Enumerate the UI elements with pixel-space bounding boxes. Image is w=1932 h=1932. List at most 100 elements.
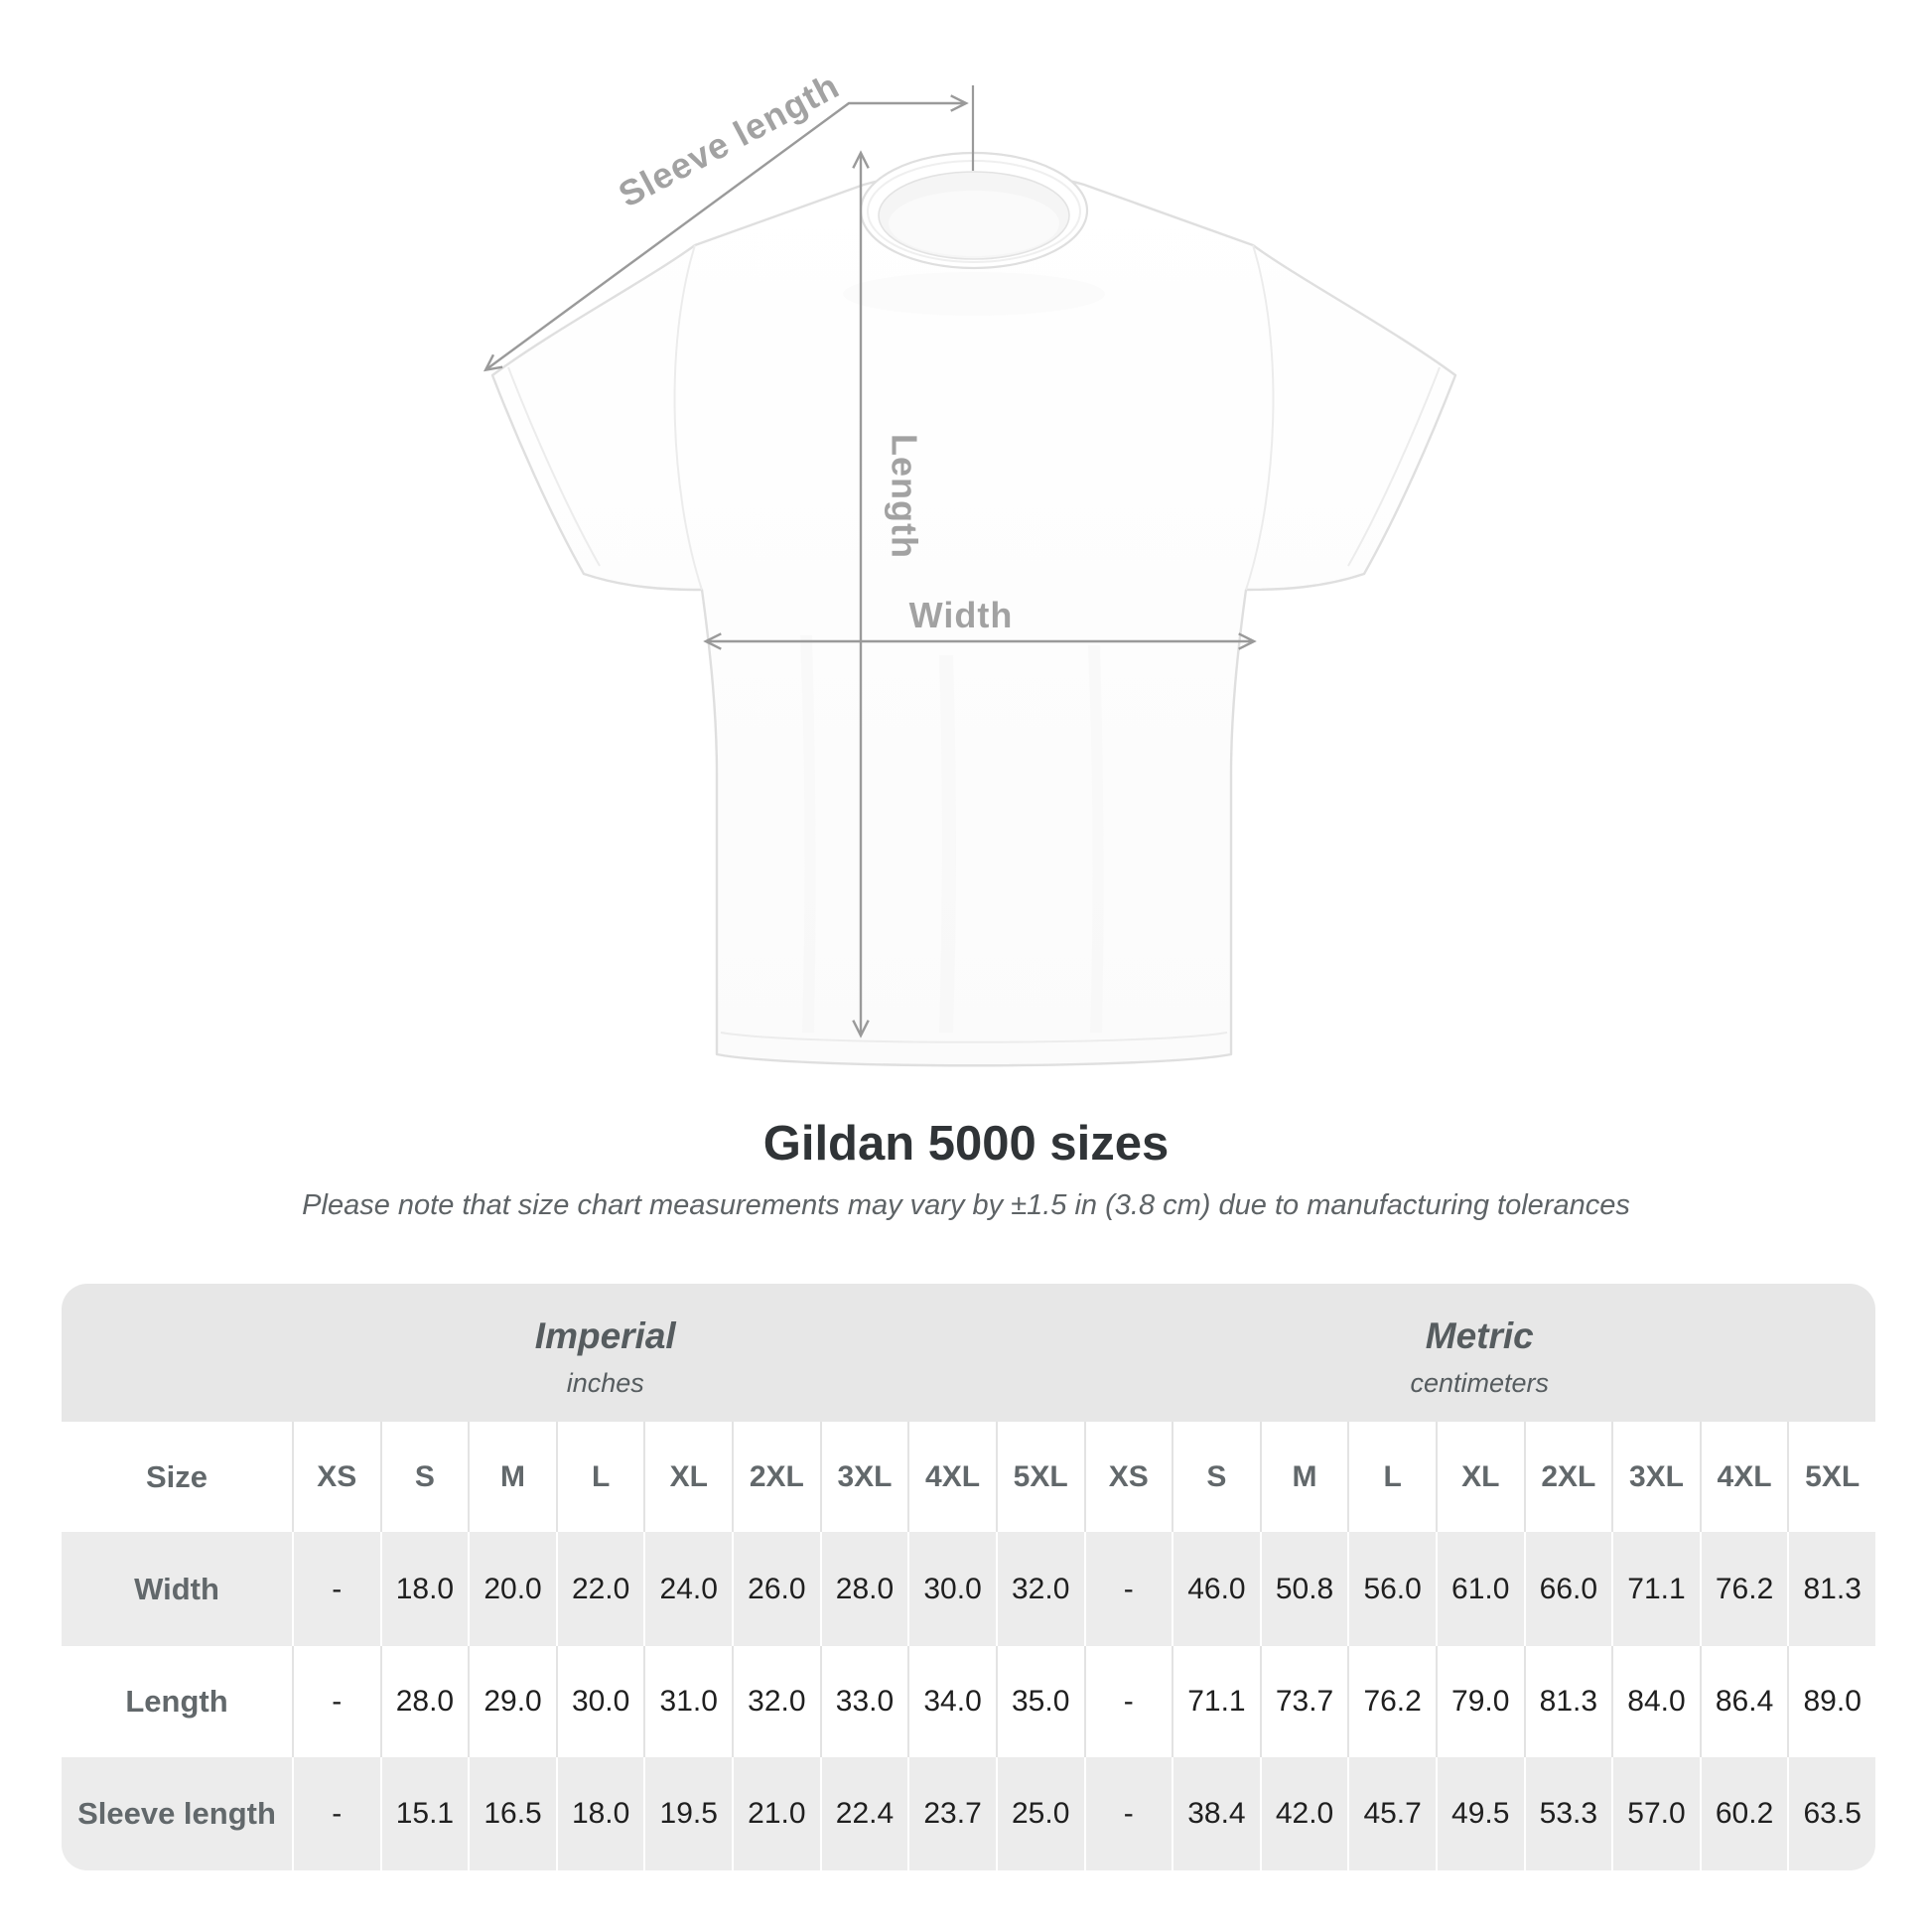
table-cell: 23.7 [907,1757,996,1870]
fold-shading-left [800,635,816,1033]
table-cell: 22.0 [555,1532,644,1646]
size-header-cell: 3XL [819,1422,908,1532]
unit-group-unit: centimeters [1410,1367,1550,1398]
table-cell: 25.0 [995,1757,1084,1870]
table-cell: 86.4 [1699,1646,1788,1757]
table-cell: 42.0 [1259,1757,1348,1870]
tshirt-body [490,170,1457,1067]
table-cell: - [1083,1646,1173,1757]
under-collar-shading [843,272,1105,316]
table-cell: 18.0 [379,1532,469,1646]
table-cell: 32.0 [732,1646,820,1757]
width-label: Width [909,595,1014,635]
size-header-cell: 5XL [1787,1422,1875,1532]
table-cell: 16.5 [468,1757,556,1870]
table-cell: 57.0 [1611,1757,1700,1870]
table-cell: 20.0 [468,1532,556,1646]
size-header-cell: S [379,1422,469,1532]
table-cell: 46.0 [1172,1532,1260,1646]
unit-group-unit: inches [566,1367,644,1398]
table-cell: 79.0 [1435,1646,1524,1757]
table-cell: 63.5 [1787,1757,1875,1870]
table-cell: 71.1 [1611,1532,1700,1646]
page-title: Gildan 5000 sizes [762,1117,1170,1171]
size-header-cell: XS [1083,1422,1173,1532]
left-cuff-stitch [507,366,601,567]
row-label-length: Length [62,1646,292,1757]
size-header-cell: L [555,1422,644,1532]
table-cell: 34.0 [907,1646,996,1757]
table-cell: 60.2 [1699,1757,1788,1870]
table-cell: 81.3 [1523,1646,1612,1757]
table-cell: 66.0 [1523,1532,1612,1646]
table-cell: 71.1 [1172,1646,1260,1757]
table-cell: 73.7 [1259,1646,1348,1757]
table-cell: - [292,1757,380,1870]
table-cell: 84.0 [1611,1646,1700,1757]
table-cell: - [1083,1532,1173,1646]
table-cell: 33.0 [819,1646,908,1757]
table-cell: 76.2 [1347,1646,1436,1757]
table-cell: 21.0 [732,1757,820,1870]
table-cell: - [1083,1757,1173,1870]
table-cell: - [292,1646,380,1757]
size-header-cell: 5XL [995,1422,1084,1532]
size-header-cell: 2XL [732,1422,820,1532]
size-header-cell: S [1172,1422,1260,1532]
table-cell: 15.1 [379,1757,469,1870]
right-cuff-stitch [1347,366,1441,567]
table-cell: 18.0 [555,1757,644,1870]
table-cell: 61.0 [1435,1532,1524,1646]
tshirt-measurement-diagram: Sleeve length Length Width [483,65,1457,1067]
size-header-cell: XL [1435,1422,1524,1532]
fold-shading-center [939,655,956,1033]
right-armhole-seam [1245,244,1275,591]
table-cell: 31.0 [643,1646,733,1757]
row-label-sleeve-length: Sleeve length [62,1757,292,1870]
row-label-width: Width [62,1532,292,1646]
tshirt-graphic [490,151,1457,1067]
size-header-cell: 4XL [1699,1422,1788,1532]
table-cell: 50.8 [1259,1532,1348,1646]
table-cell: 28.0 [819,1532,908,1646]
unit-group-name: Imperial [534,1314,676,1356]
size-chart-table: Imperial inches Metric centimeters Size … [62,1284,1875,1870]
tolerance-note: Please note that size chart measurements… [302,1189,1630,1221]
table-cell: 76.2 [1699,1532,1788,1646]
size-column-header: Size [62,1422,292,1532]
table-cell: 30.0 [555,1646,644,1757]
table-cell: 30.0 [907,1532,996,1646]
table-cell: 38.4 [1172,1757,1260,1870]
table-cell: 26.0 [732,1532,820,1646]
size-header-cell: L [1347,1422,1436,1532]
table-cell: 53.3 [1523,1757,1612,1870]
table-cell: 28.0 [379,1646,469,1757]
table-cell: - [292,1532,380,1646]
unit-group-metric: Metric centimeters [1083,1284,1875,1422]
unit-group-imperial: Imperial inches [62,1284,1084,1422]
size-header-cell: XL [643,1422,733,1532]
length-label: Length [884,434,924,559]
table-cell: 49.5 [1435,1757,1524,1870]
size-header-cell: 2XL [1523,1422,1612,1532]
table-cell: 22.4 [819,1757,908,1870]
measurement-arrows [483,85,1257,1038]
table-cell: 24.0 [643,1532,733,1646]
size-header-cell: 4XL [907,1422,996,1532]
table-cell: 89.0 [1787,1646,1875,1757]
table-cell: 19.5 [643,1757,733,1870]
size-header-cell: 3XL [1611,1422,1700,1532]
sleeve-length-arrow [483,94,969,372]
table-cell: 81.3 [1787,1532,1875,1646]
size-header-cell: XS [292,1422,380,1532]
table-cell: 32.0 [995,1532,1084,1646]
table-cell: 29.0 [468,1646,556,1757]
hem-stitch [720,1032,1228,1043]
fold-shading-right [1088,645,1104,1033]
table-cell: 56.0 [1347,1532,1436,1646]
size-header-cell: M [468,1422,556,1532]
table-cell: 35.0 [995,1646,1084,1757]
unit-group-name: Metric [1425,1314,1534,1356]
table-cell: 45.7 [1347,1757,1436,1870]
size-header-cell: M [1259,1422,1348,1532]
